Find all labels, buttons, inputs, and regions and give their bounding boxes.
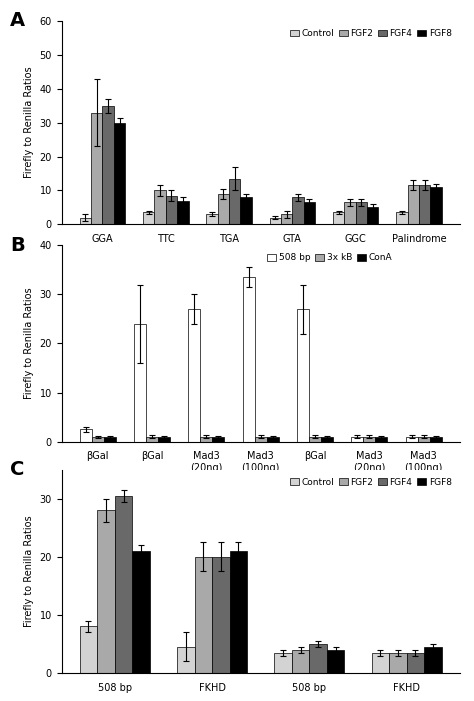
Bar [158, 437, 170, 442]
Text: FGF4: FGF4 [194, 495, 219, 505]
Bar [177, 200, 189, 224]
Bar [155, 191, 166, 224]
Bar [281, 215, 292, 224]
Bar [177, 647, 194, 673]
Bar [212, 557, 229, 673]
Bar [418, 437, 430, 442]
Text: B: B [10, 236, 25, 254]
Bar [407, 653, 424, 673]
Bar [375, 437, 387, 442]
Bar [274, 653, 292, 673]
Bar [132, 551, 150, 673]
Bar [80, 627, 97, 673]
Bar [364, 437, 375, 442]
Bar [304, 203, 315, 224]
Bar [333, 212, 344, 224]
Bar [194, 557, 212, 673]
Legend: 508 bp, 3x kB, ConA: 508 bp, 3x kB, ConA [264, 250, 395, 266]
Bar [367, 207, 378, 224]
Bar [255, 437, 267, 442]
Bar [91, 437, 104, 442]
Bar [212, 437, 224, 442]
Bar [356, 203, 367, 224]
Bar [229, 179, 240, 224]
Bar [104, 437, 116, 442]
Bar [408, 185, 419, 224]
Bar [102, 106, 114, 224]
Text: A: A [10, 11, 25, 30]
Bar [218, 193, 229, 224]
Y-axis label: Firefly to Renilla Ratios: Firefly to Renilla Ratios [24, 287, 34, 400]
Bar [419, 185, 430, 224]
Bar [189, 309, 201, 442]
Bar [430, 437, 442, 442]
Y-axis label: Firefly to Renilla Ratios: Firefly to Renilla Ratios [24, 67, 34, 179]
Bar [406, 437, 418, 442]
Bar [97, 510, 115, 673]
Bar [309, 437, 321, 442]
Bar [166, 196, 177, 224]
Bar [267, 437, 279, 442]
Bar [114, 123, 125, 224]
Text: Control: Control [80, 495, 115, 505]
Bar [240, 197, 252, 224]
Bar [321, 437, 333, 442]
Bar [372, 653, 389, 673]
Bar [80, 429, 91, 442]
Y-axis label: Firefly to Renilla Ratios: Firefly to Renilla Ratios [24, 515, 34, 627]
Bar [270, 217, 281, 224]
Bar [424, 647, 442, 673]
Legend: Control, FGF2, FGF4, FGF8: Control, FGF2, FGF4, FGF8 [286, 474, 455, 491]
Bar [229, 551, 247, 673]
Bar [327, 650, 345, 673]
Bar [292, 650, 310, 673]
Bar [292, 197, 304, 224]
Text: TNFα: TNFα [357, 495, 382, 505]
Bar [344, 203, 356, 224]
Bar [389, 653, 407, 673]
Bar [297, 309, 309, 442]
Bar [206, 215, 218, 224]
Bar [430, 187, 442, 224]
Bar [396, 212, 408, 224]
Bar [115, 496, 132, 673]
Bar [201, 437, 212, 442]
Bar [80, 217, 91, 224]
Bar [310, 644, 327, 673]
Legend: Control, FGF2, FGF4, FGF8: Control, FGF2, FGF4, FGF8 [286, 25, 455, 42]
Bar [134, 324, 146, 442]
Bar [243, 277, 255, 442]
Bar [91, 112, 102, 224]
Bar [143, 212, 155, 224]
Bar [146, 437, 158, 442]
Bar [351, 437, 364, 442]
Text: C: C [10, 460, 24, 479]
